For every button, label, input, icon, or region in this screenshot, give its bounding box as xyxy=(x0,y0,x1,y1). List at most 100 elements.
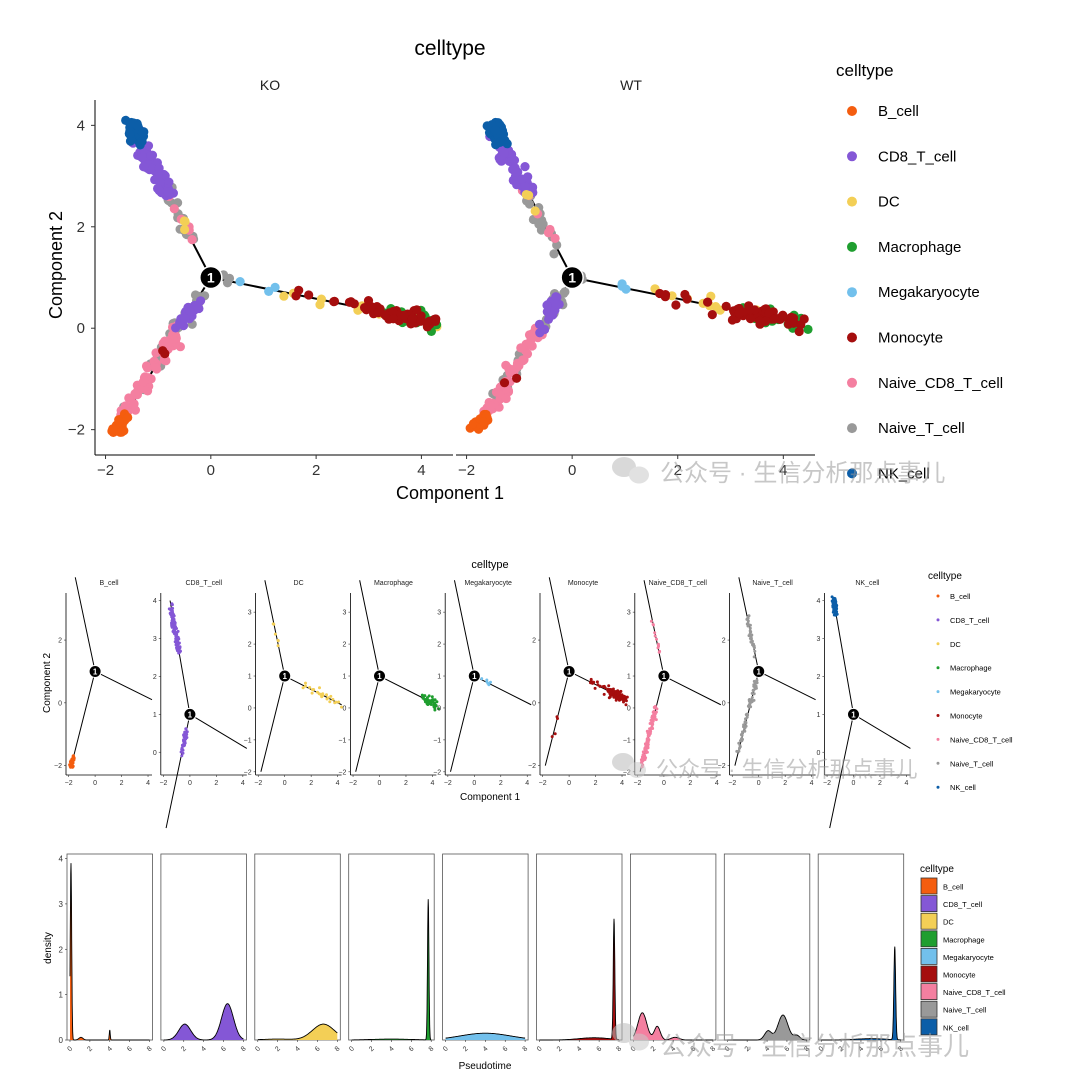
cell-point xyxy=(176,319,185,328)
cell-point xyxy=(318,692,321,695)
cell-point xyxy=(171,603,174,606)
x-tick-label: −2 xyxy=(97,462,114,479)
cell-point xyxy=(137,153,146,162)
cell-point xyxy=(596,683,599,686)
panel1-ylabel: Component 2 xyxy=(46,211,66,319)
cell-point xyxy=(502,394,511,403)
x-tick-label: 2 xyxy=(309,780,313,787)
cell-point xyxy=(408,314,417,323)
y-tick-label: 0 xyxy=(58,700,62,707)
cell-point xyxy=(125,130,134,139)
legend-label: Monocyte xyxy=(943,971,976,980)
cell-point xyxy=(169,609,172,612)
legend-label: Naive_T_cell xyxy=(943,1006,987,1015)
cell-point xyxy=(108,424,117,433)
y-tick-label: −2 xyxy=(54,763,62,770)
cell-point xyxy=(621,285,630,294)
facet-label: CD8_T_cell xyxy=(186,580,223,587)
x-tick-label: 4 xyxy=(336,780,340,787)
panel1-xlabel: Component 1 xyxy=(396,483,504,503)
cell-point xyxy=(71,759,74,762)
x-tick-label: −2 xyxy=(458,462,475,479)
y-tick-label: 2 xyxy=(627,642,631,649)
cell-point xyxy=(518,175,527,184)
cell-point xyxy=(608,696,611,699)
legend-label: Naive_T_cell xyxy=(878,420,965,437)
facet-frame xyxy=(67,854,153,1040)
branch-label: 1 xyxy=(756,667,761,676)
cell-point xyxy=(552,300,561,309)
cell-point xyxy=(540,325,549,334)
cell-point xyxy=(661,290,670,299)
legend-swatch xyxy=(937,762,940,765)
cell-point xyxy=(331,698,334,701)
cell-point xyxy=(177,630,180,633)
cell-point xyxy=(650,620,653,623)
cell-point xyxy=(751,696,754,699)
legend-swatch xyxy=(921,984,937,1000)
cell-point xyxy=(164,187,173,196)
legend-label: Macrophage xyxy=(943,935,985,944)
panel2-xlabel: Component 1 xyxy=(460,792,520,803)
y-tick-label: 2 xyxy=(153,674,157,681)
y-tick-label: 2 xyxy=(437,642,441,649)
cell-point xyxy=(136,140,145,149)
cell-point xyxy=(279,292,288,301)
y-tick-label: 1 xyxy=(437,674,441,681)
cell-point xyxy=(304,290,313,299)
cell-point xyxy=(317,295,326,304)
cell-point xyxy=(320,695,323,698)
cell-point xyxy=(304,685,307,688)
cell-point xyxy=(143,363,152,372)
facet-frame xyxy=(724,854,810,1040)
legend-swatch xyxy=(847,287,857,297)
y-tick-label: 0 xyxy=(816,750,820,757)
cell-point xyxy=(188,235,197,244)
cell-point xyxy=(164,339,173,348)
cell-point xyxy=(177,645,180,648)
y-tick-label: 3 xyxy=(153,636,157,643)
branch-label: 1 xyxy=(377,672,382,681)
cell-point xyxy=(180,748,183,751)
cell-point xyxy=(180,225,189,234)
legend-label: Naive_CD8_T_cell xyxy=(878,375,1003,392)
branch-label: 1 xyxy=(662,672,667,681)
legend-label: Macrophage xyxy=(878,239,961,256)
cell-point xyxy=(489,681,492,684)
cell-point xyxy=(277,639,280,642)
cell-point xyxy=(512,374,521,383)
cell-point xyxy=(647,734,650,737)
panel3-facet-Monocyte: 02468 xyxy=(536,854,623,1053)
cell-point xyxy=(737,750,740,753)
cell-point xyxy=(304,682,307,685)
y-tick-label: 2 xyxy=(77,219,85,236)
facet-frame xyxy=(255,854,340,1040)
y-tick-label: −2 xyxy=(244,769,252,776)
legend-label: CD8_T_cell xyxy=(943,900,983,909)
cell-point xyxy=(617,692,620,695)
cell-point xyxy=(749,700,752,703)
x-tick-label: 2 xyxy=(594,780,598,787)
cell-point xyxy=(399,311,408,320)
panel1-legend-title: celltype xyxy=(836,61,894,80)
cell-point xyxy=(612,695,615,698)
y-tick-label: 2 xyxy=(816,674,820,681)
cell-point xyxy=(542,301,551,310)
x-tick-label: 2 xyxy=(120,780,124,787)
legend-swatch xyxy=(847,151,857,161)
y-tick-label: 3 xyxy=(342,610,346,617)
y-tick-label: −2 xyxy=(528,763,536,770)
facet-frame xyxy=(443,854,528,1040)
cell-point xyxy=(117,428,126,437)
y-tick-label: 1 xyxy=(627,674,631,681)
cell-point xyxy=(171,620,174,623)
y-tick-label: 1 xyxy=(153,712,157,719)
y-tick-label: 1 xyxy=(342,674,346,681)
watermark-2: 公众号 · 生信分析那点事儿 xyxy=(656,757,918,782)
cell-point xyxy=(683,294,692,303)
x-tick-label: −2 xyxy=(539,780,547,787)
cell-point xyxy=(650,727,653,730)
legend-swatch xyxy=(921,878,937,894)
legend-label: B_cell xyxy=(943,883,964,892)
x-tick-label: 0 xyxy=(188,780,192,787)
